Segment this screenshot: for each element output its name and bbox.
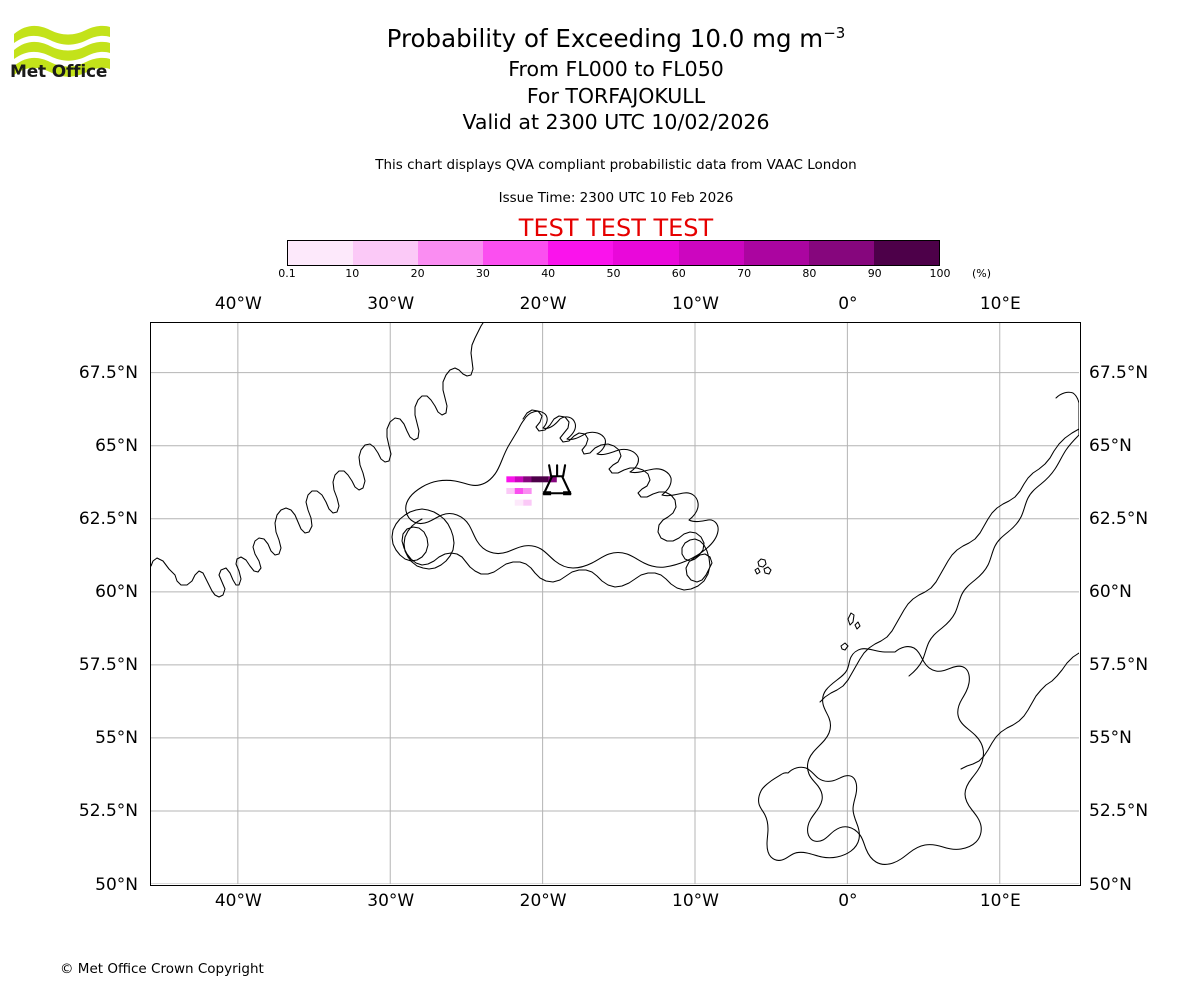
- colorbar-segment-5: [613, 241, 679, 265]
- map-canvas: [151, 323, 1079, 884]
- coastlines: [151, 323, 1079, 865]
- lon-label-top-10°W: 10°W: [672, 294, 719, 314]
- colorbar-segment-1: [353, 241, 419, 265]
- met-office-wordmark: Met Office: [10, 62, 108, 82]
- colorbar-tick-60: 60: [671, 267, 686, 280]
- colorbar-tick-40: 40: [541, 267, 556, 280]
- colorbar-segment-8: [808, 241, 874, 265]
- met-office-logo: [12, 20, 112, 112]
- colorbar-segment-7: [743, 241, 809, 265]
- lon-label-top-0°: 0°: [838, 294, 858, 314]
- ash-cell-4: [539, 476, 549, 483]
- lon-label-top-20°W: 20°W: [519, 294, 567, 314]
- colorbar-tick-50: 50: [606, 267, 621, 280]
- colorbar-tick-80: 80: [802, 267, 817, 280]
- lat-label-right-50°N: 50°N: [1089, 874, 1132, 895]
- lat-label-right-52.5°N: 52.5°N: [1089, 801, 1149, 822]
- colorbar-segment-6: [678, 241, 744, 265]
- title-flight-levels: From FL000 to FL050: [508, 57, 724, 81]
- volcano-base-0: [543, 491, 552, 496]
- lon-label-top-30°W: 30°W: [367, 294, 415, 314]
- probability-colorbar: 0.1 10 20 30 40 50 60 70 80 90 100: [278, 240, 951, 280]
- title-main-text: Probability of Exceeding 10.0 mg m: [386, 24, 824, 53]
- lon-label-bottom-30°W: 30°W: [367, 891, 415, 911]
- lat-label-left-67.5°N: 67.5°N: [78, 363, 138, 384]
- lat-label-right-67.5°N: 67.5°N: [1089, 363, 1149, 384]
- colorbar-tick-0.1: 0.1: [278, 267, 296, 280]
- lat-label-left-62.5°N: 62.5°N: [78, 509, 138, 530]
- colorbar-units-label: (%): [972, 267, 992, 280]
- issue-time-label: Issue Time: 2300 UTC 10 Feb 2026: [498, 190, 734, 206]
- lon-label-top-40°W: 40°W: [214, 294, 262, 314]
- colorbar-tick-90: 90: [867, 267, 882, 280]
- volcano-marker-icon: [542, 464, 572, 496]
- lat-label-left-52.5°N: 52.5°N: [78, 801, 138, 822]
- page-title: Probability of Exceeding 10.0 mg m−3: [150, 22, 1082, 56]
- qva-compliance-note: This chart displays QVA compliant probab…: [375, 157, 857, 173]
- lat-label-right-62.5°N: 62.5°N: [1089, 509, 1149, 530]
- colorbar-tick-10: 10: [345, 267, 360, 280]
- ash-cell-0: [506, 476, 515, 483]
- colorbar-segment-4: [548, 241, 614, 265]
- ash-cell-6: [506, 488, 515, 495]
- copyright-notice: © Met Office Crown Copyright: [60, 961, 264, 977]
- colorbar-tick-30: 30: [475, 267, 490, 280]
- ash-concentration-map[interactable]: [150, 322, 1081, 886]
- ash-cell-7: [514, 488, 524, 495]
- title-superscript: −3: [823, 23, 846, 42]
- test-banner: TEST TEST TEST: [518, 214, 714, 242]
- lat-label-left-50°N: 50°N: [95, 874, 138, 895]
- lon-label-bottom-10°W: 10°W: [672, 891, 719, 911]
- ash-cell-10: [514, 499, 524, 506]
- lon-label-bottom-0°: 0°: [838, 891, 858, 911]
- ash-cell-1: [514, 476, 524, 483]
- colorbar-segments: [287, 240, 940, 266]
- volcano-base-1: [563, 491, 572, 496]
- lat-label-right-55°N: 55°N: [1089, 728, 1132, 749]
- ash-cell-8: [523, 488, 532, 495]
- title-valid-time: Valid at 2300 UTC 10/02/2026: [462, 110, 770, 134]
- lat-label-left-55°N: 55°N: [95, 728, 138, 749]
- colorbar-tick-100: 100: [929, 267, 951, 280]
- lat-label-right-60°N: 60°N: [1089, 582, 1132, 603]
- ash-probability-cells: [506, 476, 557, 506]
- colorbar-segment-9: [873, 241, 939, 265]
- lon-label-bottom-40°W: 40°W: [214, 891, 262, 911]
- ash-cell-3: [531, 476, 541, 483]
- volcano-plume-2: [562, 464, 567, 478]
- ash-cell-5: [548, 476, 557, 483]
- lat-label-right-57.5°N: 57.5°N: [1089, 655, 1149, 676]
- colorbar-segment-0: [288, 241, 354, 265]
- colorbar-tick-20: 20: [410, 267, 425, 280]
- lon-label-top-10°E: 10°E: [979, 294, 1021, 314]
- lat-label-left-60°N: 60°N: [95, 582, 138, 603]
- colorbar-segment-2: [418, 241, 484, 265]
- colorbar-segment-3: [483, 241, 549, 265]
- lat-label-left-65°N: 65°N: [95, 436, 138, 457]
- map-gridlines: [151, 323, 1079, 884]
- lat-label-left-57.5°N: 57.5°N: [78, 655, 138, 676]
- chart-title-block: Probability of Exceeding 10.0 mg m−3 Fro…: [150, 22, 1082, 136]
- ash-cell-9: [523, 499, 532, 506]
- volcano-plume-0: [548, 464, 553, 478]
- met-office-waves-icon: [14, 25, 110, 77]
- lon-label-bottom-10°E: 10°E: [979, 891, 1021, 911]
- lat-label-right-65°N: 65°N: [1089, 436, 1132, 457]
- title-volcano-name: For TORFAJOKULL: [526, 83, 706, 108]
- ash-cell-2: [523, 476, 532, 483]
- lon-label-bottom-20°W: 20°W: [519, 891, 567, 911]
- colorbar-tick-70: 70: [737, 267, 752, 280]
